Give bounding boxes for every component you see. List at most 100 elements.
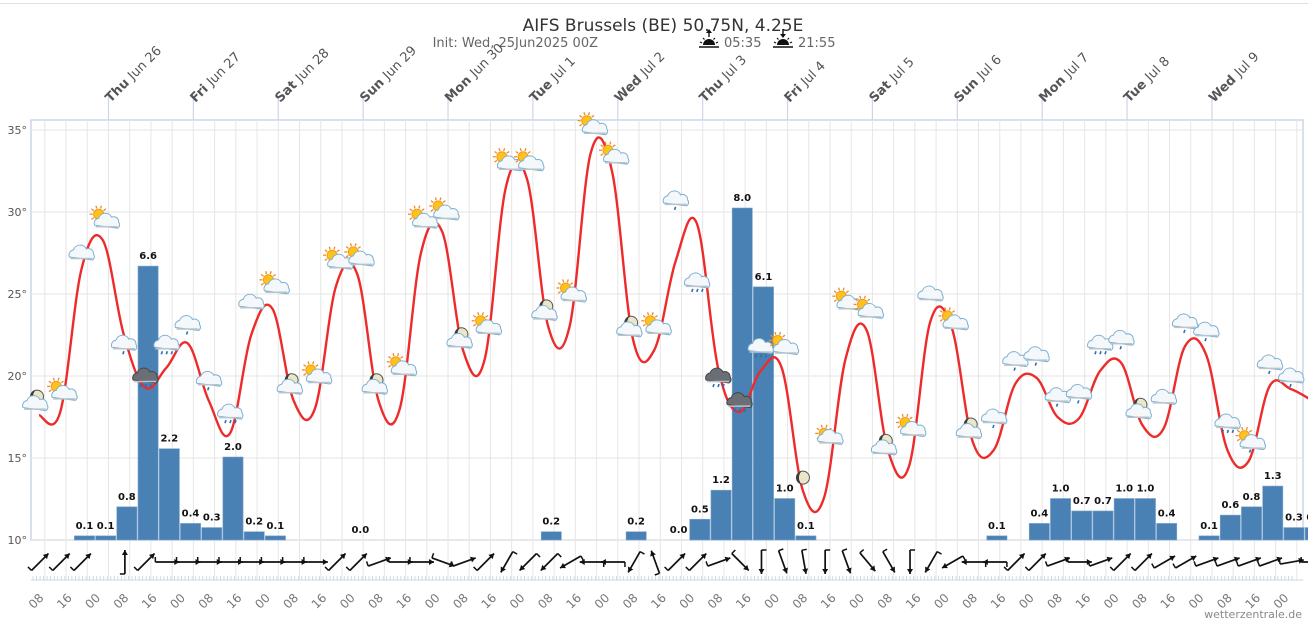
sun-ray (587, 111, 591, 116)
wind-barb (822, 549, 831, 574)
wind-feather (882, 548, 888, 553)
wind-arrowhead (679, 553, 686, 560)
precip-bar-label: 0.1 (1200, 521, 1218, 532)
x-tick-label: 16 (224, 591, 245, 612)
rain-drop (992, 424, 995, 429)
wind-feather (133, 566, 139, 572)
sun-ray (52, 377, 55, 381)
day-partly-cloudy-icon (259, 271, 290, 295)
precip-bar-label: 1.0 (776, 484, 794, 495)
wind-arrowhead (1169, 555, 1176, 562)
precip-bar-label: 0.7 (1094, 496, 1112, 507)
rain-drop (234, 419, 237, 424)
precip-bar (180, 523, 201, 541)
wind-barb (1257, 556, 1283, 567)
cloud-shape (603, 148, 630, 165)
day-partly-cloudy-icon (577, 111, 609, 136)
day-light-rain-icon (1235, 426, 1266, 453)
wind-arrowhead (361, 553, 367, 560)
rain-drop (673, 206, 677, 211)
x-tick-label: 16 (54, 591, 75, 612)
cloudy-icon (1150, 388, 1178, 405)
day-partly-cloudy-icon (89, 205, 121, 229)
wind-barb (924, 550, 942, 573)
rain-drop (160, 350, 164, 355)
day-label-date: Jun 27 (203, 50, 243, 90)
rain-drop (1289, 383, 1292, 388)
wind-feather (1151, 563, 1155, 569)
precip-bar-label: 1.2 (712, 475, 730, 486)
x-tick-label: 00 (1016, 591, 1037, 612)
rain-drop (1013, 367, 1016, 371)
cloud-shape (390, 360, 418, 377)
precip-bar-label: 0.1 (267, 521, 285, 532)
wind-barb (685, 552, 707, 572)
wind-arrowhead (121, 550, 128, 555)
sun-ray (60, 380, 64, 384)
wind-feather (345, 566, 351, 572)
rain-drop (1055, 403, 1059, 407)
rain-drop (733, 408, 737, 412)
wind-barb (239, 557, 265, 565)
chart-title: AIFS Brussels (BE) 50.75N, 4.25E (523, 16, 804, 36)
precip-bar (986, 535, 1008, 541)
precip-bar-label: 0.8 (118, 492, 136, 503)
sun-ray (583, 111, 586, 116)
precip-bar (753, 286, 774, 541)
x-tick-label: 08 (26, 591, 47, 612)
x-tick-label: 00 (592, 591, 613, 612)
precip-bar (265, 535, 286, 541)
x-tick-label: 08 (1044, 591, 1065, 612)
wind-feather (936, 550, 942, 555)
rain-icon (1214, 413, 1241, 434)
cloud-shape (1239, 434, 1266, 451)
wind-feather (1109, 566, 1115, 572)
sun-ray (324, 249, 328, 253)
light-rain-icon (174, 315, 201, 335)
x-tick-label: 08 (450, 591, 471, 612)
wind-arrowhead (802, 568, 809, 574)
precip-bar (137, 265, 159, 541)
cloud-shape (560, 286, 587, 303)
sun-ray (506, 150, 510, 154)
wind-arrowhead (1212, 556, 1219, 563)
dark-cloud-shape (726, 392, 753, 409)
sun-ray (472, 323, 477, 327)
precip-bar-label: 0.3 (203, 513, 221, 524)
rain-drop (1226, 429, 1230, 434)
precip-bar (540, 531, 562, 541)
cloud-shape (1065, 383, 1093, 400)
precip-bar-label: 0.1 (97, 521, 115, 532)
precip-bars (74, 207, 1308, 541)
rain-icon (683, 272, 711, 293)
wind-barb (1024, 552, 1047, 572)
sun-ray (315, 364, 319, 367)
wind-arrowhead (1040, 553, 1046, 560)
rain-icon (747, 338, 774, 358)
precip-bar (1028, 523, 1050, 541)
wind-barb (27, 552, 50, 572)
precip-bar (1071, 510, 1093, 541)
precip-bar-label: 0.5 (691, 504, 709, 515)
day-label: Tue Jul 1 (527, 54, 579, 106)
sun-ray (863, 295, 866, 299)
precip-bar (1304, 527, 1308, 541)
x-tick-label: 00 (507, 591, 528, 612)
wind-feather (27, 566, 33, 572)
sun-ray (944, 307, 947, 311)
sun-ray (1236, 438, 1241, 442)
cloud-shape (263, 278, 290, 295)
wind-arrowhead (925, 566, 931, 573)
wind-arrowhead (700, 553, 707, 560)
sun-ray (434, 197, 437, 201)
sun-ray (90, 208, 95, 212)
wind-arrowhead (64, 553, 70, 560)
wind-barb (705, 556, 731, 567)
sun-ray (604, 141, 607, 145)
cloud-shape (195, 370, 223, 387)
sun-ray (48, 380, 52, 384)
x-tick-label: 08 (875, 591, 896, 612)
x-tick-label: 00 (931, 591, 952, 612)
wind-barb (175, 557, 201, 565)
day-partly-cloudy-icon (323, 246, 354, 270)
